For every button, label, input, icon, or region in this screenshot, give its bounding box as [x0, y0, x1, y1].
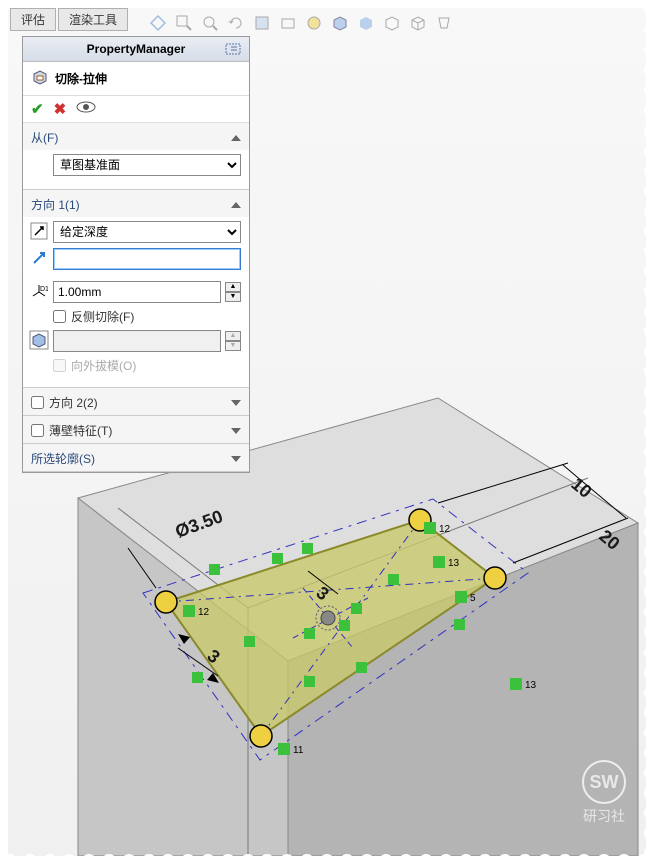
thin-checkbox[interactable]	[31, 424, 44, 437]
dir2-section-header[interactable]: 方向 2(2)	[23, 388, 249, 415]
from-condition-select[interactable]: 草图基准面	[53, 154, 241, 176]
svg-text:11: 11	[293, 745, 304, 756]
direction-arrow-icon	[29, 249, 49, 270]
dir2-checkbox[interactable]	[31, 396, 44, 409]
ok-button[interactable]: ✔	[31, 100, 44, 118]
reverse-dir-icon[interactable]	[29, 222, 49, 243]
shaded-edges-icon[interactable]	[330, 13, 350, 33]
direction-reference-input[interactable]	[53, 248, 241, 270]
zoom-fit-icon[interactable]	[200, 13, 220, 33]
section-icon[interactable]	[252, 13, 272, 33]
flip-side-checkbox[interactable]: 反侧切除(F)	[53, 308, 134, 325]
svg-text:5: 5	[470, 593, 476, 604]
wireframe-icon[interactable]	[408, 13, 428, 33]
draft-down: ▼	[225, 341, 241, 351]
draft-outward-checkbox: 向外拔模(O)	[53, 357, 136, 374]
cut-extrude-icon	[31, 68, 49, 89]
cancel-button[interactable]: ✖	[54, 100, 67, 118]
property-manager-panel: PropertyManager 切除-拉伸 ✔ ✖ 从(F) 草图基准面	[22, 36, 250, 473]
dir1-section-header[interactable]: 方向 1(1)	[23, 190, 249, 217]
appearance-icon[interactable]	[304, 13, 324, 33]
depth-icon: D1	[29, 282, 49, 303]
depth-up[interactable]: ▲	[225, 282, 241, 292]
tab-render[interactable]: 渲染工具	[58, 8, 128, 31]
rotate-icon[interactable]	[226, 13, 246, 33]
display-icon[interactable]	[278, 13, 298, 33]
svg-text:13: 13	[448, 558, 460, 569]
shaded-icon[interactable]	[356, 13, 376, 33]
contours-section-header[interactable]: 所选轮廓(S)	[23, 444, 249, 471]
perspective-icon[interactable]	[434, 13, 454, 33]
panel-title: PropertyManager	[23, 37, 249, 62]
svg-text:13: 13	[525, 680, 537, 691]
draft-angle-input	[53, 330, 221, 352]
watermark: SW 研习社	[582, 760, 626, 826]
feature-name: 切除-拉伸	[55, 70, 107, 87]
depth-input[interactable]	[53, 281, 221, 303]
end-condition-select[interactable]: 给定深度	[53, 221, 241, 243]
preview-icon[interactable]	[76, 100, 96, 118]
svg-text:D1: D1	[40, 286, 48, 293]
tab-evaluate[interactable]: 评估	[10, 8, 56, 31]
view-toolbar	[148, 10, 636, 36]
depth-down[interactable]: ▼	[225, 292, 241, 302]
draft-up: ▲	[225, 331, 241, 341]
svg-text:12: 12	[439, 524, 451, 535]
from-section-header[interactable]: 从(F)	[23, 123, 249, 150]
draft-icon[interactable]	[29, 330, 49, 353]
thin-section-header[interactable]: 薄壁特征(T)	[23, 416, 249, 443]
svg-text:12: 12	[198, 607, 210, 618]
hidden-removed-icon[interactable]	[382, 13, 402, 33]
pin-icon[interactable]	[225, 41, 243, 60]
fly-icon[interactable]	[148, 13, 168, 33]
zoom-window-icon[interactable]	[174, 13, 194, 33]
